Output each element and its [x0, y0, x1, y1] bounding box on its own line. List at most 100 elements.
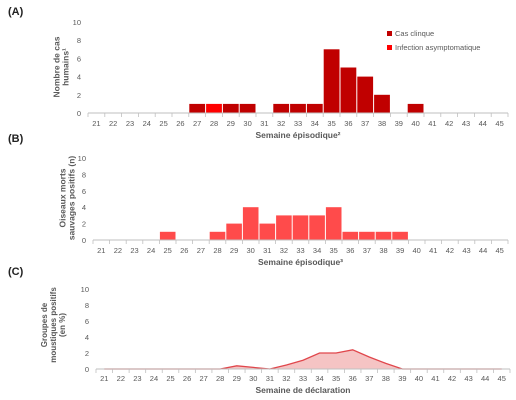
x-tick-label: 42: [448, 374, 456, 383]
x-tick-label: 30: [249, 374, 257, 383]
x-axis-title: Semaine épisodique²: [255, 130, 340, 140]
x-tick-label: 33: [296, 246, 304, 255]
x-tick-label: 35: [332, 374, 340, 383]
panel-a-label: (A): [8, 6, 24, 18]
y-tick-label: 6: [77, 54, 81, 63]
bar: [323, 49, 340, 113]
legend-swatch: [387, 45, 392, 50]
x-tick-label: 41: [431, 374, 439, 383]
x-tick-label: 36: [346, 246, 354, 255]
x-tick-label: 37: [365, 374, 373, 383]
y-tick-label: 2: [82, 220, 86, 229]
x-tick-label: 45: [495, 119, 503, 128]
y-tick-label: 4: [82, 203, 86, 212]
y-axis-title: Groupes de: [40, 302, 49, 347]
y-tick-label: 6: [85, 317, 89, 326]
x-tick-label: 25: [166, 374, 174, 383]
x-tick-label: 24: [143, 119, 151, 128]
y-axis-title: humains¹: [61, 48, 71, 86]
x-tick-label: 38: [382, 374, 390, 383]
bar: [359, 231, 375, 240]
x-tick-label: 29: [227, 119, 235, 128]
x-tick-label: 31: [266, 374, 274, 383]
x-tick-label: 24: [150, 374, 158, 383]
x-tick-label: 25: [159, 119, 167, 128]
bar: [159, 231, 176, 240]
bar: [259, 223, 276, 240]
y-tick-label: 10: [73, 18, 81, 27]
x-tick-label: 23: [126, 119, 134, 128]
x-tick-label: 44: [479, 119, 487, 128]
y-tick-label: 8: [82, 170, 86, 179]
x-tick-label: 21: [100, 374, 108, 383]
x-tick-label: 40: [411, 119, 419, 128]
bar: [273, 103, 290, 113]
x-tick-label: 34: [311, 119, 319, 128]
legend-swatch: [387, 31, 392, 36]
x-tick-label: 43: [462, 119, 470, 128]
x-tick-label: 22: [117, 374, 125, 383]
x-tick-label: 33: [294, 119, 302, 128]
legend-label: Cas clinque: [395, 29, 434, 38]
x-tick-label: 29: [230, 246, 238, 255]
y-axis-title: (en %): [58, 313, 67, 337]
x-tick-label: 28: [216, 374, 224, 383]
x-tick-label: 32: [277, 119, 285, 128]
x-tick-label: 33: [299, 374, 307, 383]
x-tick-label: 21: [97, 246, 105, 255]
x-tick-label: 36: [344, 119, 352, 128]
x-tick-label: 39: [395, 119, 403, 128]
x-tick-label: 36: [349, 374, 357, 383]
panel-c-label: (C): [8, 266, 24, 278]
y-tick-label: 10: [78, 154, 86, 163]
bar: [325, 207, 342, 240]
y-tick-label: 8: [77, 36, 81, 45]
x-tick-label: 27: [193, 119, 201, 128]
x-tick-label: 26: [183, 374, 191, 383]
x-tick-label: 23: [130, 246, 138, 255]
bar: [206, 103, 222, 113]
series-area: [104, 349, 502, 369]
panel-b-label: (B): [8, 133, 24, 145]
bar: [375, 231, 392, 240]
x-tick-label: 42: [445, 119, 453, 128]
bar: [226, 223, 242, 240]
x-axis-title: Semaine épisodique³: [258, 257, 343, 267]
x-tick-label: 29: [233, 374, 241, 383]
bar: [222, 103, 239, 113]
x-tick-label: 34: [315, 374, 323, 383]
x-tick-label: 22: [114, 246, 122, 255]
x-tick-label: 34: [313, 246, 321, 255]
x-tick-label: 24: [147, 246, 155, 255]
x-tick-label: 22: [109, 119, 117, 128]
x-tick-label: 26: [180, 246, 188, 255]
x-tick-label: 39: [398, 374, 406, 383]
x-tick-label: 30: [243, 119, 251, 128]
x-tick-label: 41: [429, 246, 437, 255]
y-tick-label: 10: [81, 285, 89, 294]
bar: [306, 103, 323, 113]
y-tick-label: 8: [85, 301, 89, 310]
y-tick-label: 0: [82, 236, 86, 245]
x-axis-title: Semaine de déclaration: [256, 385, 351, 395]
x-tick-label: 42: [446, 246, 454, 255]
x-tick-label: 35: [327, 119, 335, 128]
x-tick-label: 37: [363, 246, 371, 255]
x-tick-label: 28: [213, 246, 221, 255]
bar: [239, 103, 256, 113]
bar: [290, 103, 306, 113]
y-tick-label: 4: [77, 73, 81, 82]
x-tick-label: 32: [282, 374, 290, 383]
x-tick-label: 44: [479, 246, 487, 255]
x-tick-label: 35: [330, 246, 338, 255]
bar: [276, 215, 292, 240]
y-axis-title: Oiseaux morts: [58, 168, 68, 227]
x-tick-label: 43: [464, 374, 472, 383]
y-tick-label: 2: [85, 349, 89, 358]
x-tick-label: 31: [260, 119, 268, 128]
x-tick-label: 30: [247, 246, 255, 255]
bar: [292, 215, 309, 240]
